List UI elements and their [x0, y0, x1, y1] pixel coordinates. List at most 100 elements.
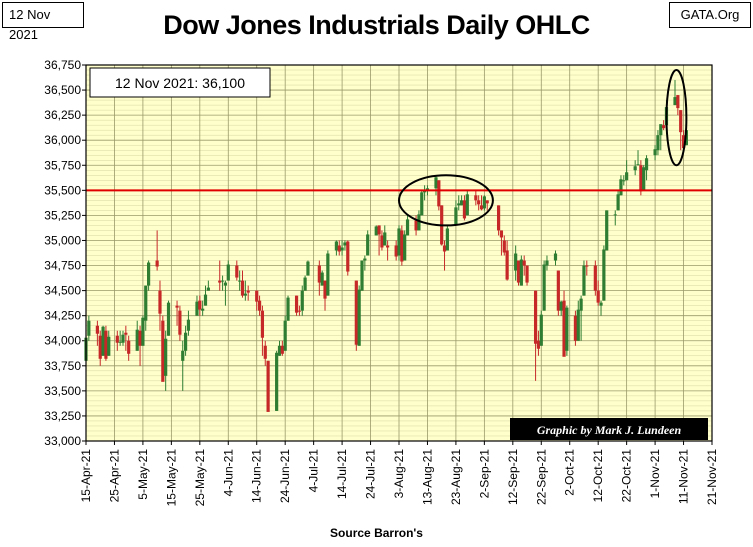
candle-body [579, 298, 583, 311]
candle-body [257, 300, 262, 311]
candle-body [206, 287, 210, 291]
candle-body [141, 317, 145, 346]
candle-body [573, 315, 578, 341]
candle-body [553, 253, 558, 261]
candle-body [300, 290, 304, 311]
candles [84, 80, 688, 412]
candle-body [639, 165, 643, 192]
candle-body [294, 295, 299, 313]
candle-body [673, 97, 677, 106]
candle-body [502, 240, 506, 253]
candle-body [266, 360, 270, 412]
candle-body [255, 290, 259, 302]
candle-body [98, 335, 102, 359]
y-tick-label: 34,750 [44, 259, 81, 273]
candle-body [542, 264, 546, 311]
candle-body [474, 195, 478, 201]
candle-body [87, 320, 91, 336]
y-tick-label: 33,500 [44, 384, 81, 398]
candle-body [679, 110, 683, 133]
candle-body [656, 135, 660, 151]
candle-body [434, 177, 438, 189]
candle-body [460, 200, 464, 206]
candle-body [343, 242, 347, 246]
candle-body [613, 214, 617, 216]
annotation-box: 12 Nov 2021: 36,100 [89, 67, 271, 98]
candle-body [240, 280, 245, 296]
candle-body [616, 194, 620, 211]
x-tick-label: 12-Oct-21 [591, 449, 605, 503]
candle-body [499, 230, 504, 238]
candle-body [223, 282, 228, 286]
candle-body [263, 345, 267, 359]
candle-body [454, 207, 458, 226]
candle-body [505, 250, 509, 280]
date-tag: 12 Nov 2021 [2, 2, 84, 42]
candle-body [619, 179, 623, 196]
candle-body [178, 310, 182, 335]
candle-body [602, 249, 606, 301]
source-tag: GATA.Org [669, 2, 751, 28]
candle-body [135, 329, 139, 351]
candle-body [383, 232, 387, 246]
x-tick-label: 13-Aug-21 [420, 449, 434, 505]
candle-body [545, 260, 549, 266]
candle-body [457, 203, 461, 206]
candle-body [260, 310, 265, 338]
candle-body [107, 336, 111, 356]
candle-body [277, 345, 282, 356]
y-tick-label: 34,250 [44, 309, 81, 323]
candle-body [576, 309, 580, 341]
candle-body [659, 124, 663, 136]
candle-body [525, 265, 529, 283]
candle-body [653, 149, 657, 156]
candle-body [519, 259, 523, 286]
chart-title: Dow Jones Industrials Daily OHLC [163, 10, 590, 40]
candle-body [414, 220, 418, 231]
candle-body [246, 290, 250, 293]
x-tick-label: 2-Oct-21 [563, 449, 577, 496]
candle-body [377, 225, 381, 235]
x-tick-label: 3-Aug-21 [392, 449, 406, 499]
highlight-ellipses [398, 69, 688, 227]
y-tick-label: 36,250 [44, 108, 81, 122]
candle-body [485, 200, 489, 204]
candle-body [681, 135, 686, 149]
candle-body [334, 241, 338, 251]
candle-body [465, 194, 469, 216]
candle-body [477, 200, 481, 205]
candle-body [559, 301, 563, 311]
candle-body [605, 210, 609, 251]
plot-border [85, 64, 713, 442]
candle-body [195, 301, 199, 316]
candle-body [462, 200, 467, 219]
candle-body [306, 261, 310, 276]
source-note: Source Barron's [330, 526, 423, 540]
x-tick-label: 11-Nov-21 [677, 449, 691, 504]
candle-body [320, 272, 324, 286]
candle-body [585, 265, 589, 267]
candle-body [181, 350, 185, 361]
y-tick-label: 35,500 [44, 183, 81, 197]
x-tick-label: 22-Sep-21 [534, 449, 548, 505]
x-tick-label: 21-Nov-21 [705, 449, 719, 505]
candle-body [394, 245, 398, 257]
x-axis: 15-Apr-21 25-Apr-21 5-May-21 15-May-21 25-Ma… [79, 449, 719, 507]
candle-body [161, 320, 165, 382]
candle-body [442, 245, 447, 252]
candle-body [158, 290, 162, 314]
candle-body [144, 285, 148, 321]
candle-body [297, 310, 302, 312]
candle-body [644, 158, 649, 171]
y-tick-label: 33,000 [44, 434, 81, 448]
y-tick-label: 35,250 [44, 208, 81, 222]
candle-body [175, 305, 179, 308]
candle-body [437, 180, 441, 207]
candle-body [622, 180, 626, 182]
candle-body [522, 260, 526, 266]
candle-body [238, 280, 242, 282]
candle-body [380, 235, 384, 248]
candle-body [633, 166, 637, 171]
